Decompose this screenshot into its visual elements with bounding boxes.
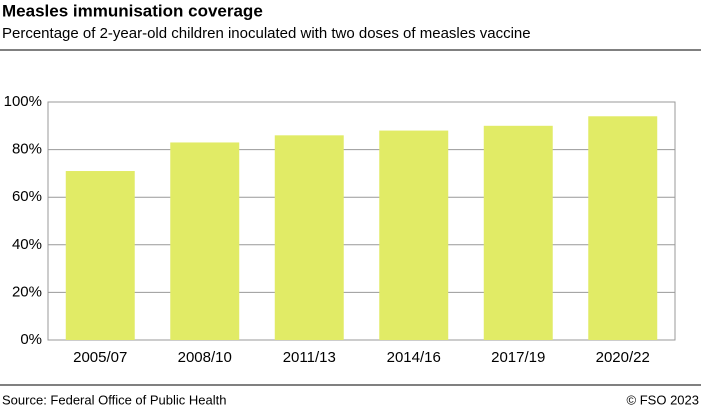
bar — [483, 125, 553, 340]
x-tick-label: 2011/13 — [283, 349, 336, 366]
x-tick-label: 2020/22 — [596, 349, 650, 366]
bar — [588, 116, 658, 340]
bar — [65, 171, 135, 340]
y-tick-label: 60% — [12, 188, 42, 205]
y-tick-label: 40% — [12, 236, 42, 253]
y-tick-label: 100% — [4, 93, 42, 110]
y-tick-label: 20% — [12, 283, 42, 300]
y-tick-label: 0% — [20, 331, 42, 348]
source: Source: Federal Office of Public Health — [2, 392, 227, 407]
bar — [170, 142, 240, 340]
bar — [274, 135, 344, 340]
credit: © FSO 2023 — [627, 392, 699, 407]
chart-title: Measles immunisation coverage — [2, 1, 263, 20]
x-tick-label: 2005/07 — [73, 349, 127, 366]
x-tick-label: 2014/16 — [387, 349, 441, 366]
y-tick-label: 80% — [12, 141, 42, 158]
bar — [379, 130, 449, 340]
chart-subtitle: Percentage of 2-year-old children inocul… — [2, 25, 531, 42]
plot-area — [47, 101, 676, 341]
x-tick-label: 2017/19 — [491, 349, 545, 366]
x-tick-label: 2008/10 — [178, 349, 232, 366]
